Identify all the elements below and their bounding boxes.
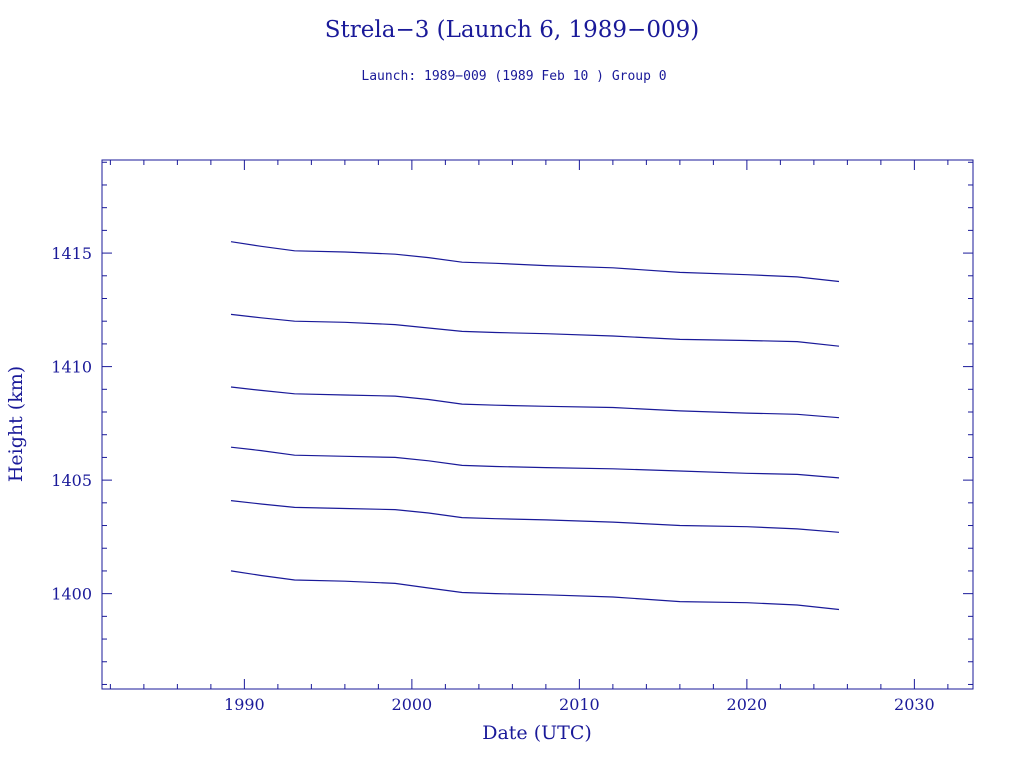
x-tick-label: 2000: [392, 695, 433, 714]
series-line-6: [230, 570, 840, 611]
series-group: [230, 241, 840, 611]
y-axis-label: Height (km): [5, 366, 27, 482]
y-tick-label: 1415: [51, 244, 92, 263]
x-tick-label: 1990: [224, 695, 265, 714]
chart-title: Strela−3 (Launch 6, 1989−009): [325, 17, 699, 43]
series-line-1: [230, 241, 840, 283]
plot-frame: [101, 159, 974, 690]
y-tick-label: 1410: [51, 358, 92, 377]
x-tick-label: 2020: [727, 695, 768, 714]
y-tick-label: 1400: [51, 585, 92, 604]
y-tick-label: 1405: [51, 471, 92, 490]
series-line-2: [230, 313, 840, 347]
series-line-4: [230, 446, 840, 479]
x-axis-label: Date (UTC): [482, 722, 592, 744]
x-tick-label: 2010: [559, 695, 600, 714]
chart-subtitle: Launch: 1989−009 (1989 Feb 10 ) Group 0: [361, 69, 666, 84]
tick-labels: 1990 2000 2010 2020 2030 1400 1405 1410 1415: [51, 244, 934, 714]
series-line-5: [230, 500, 840, 533]
x-tick-label: 2030: [894, 695, 935, 714]
axis-ticks: [102, 160, 973, 689]
series-line-3: [230, 386, 840, 419]
